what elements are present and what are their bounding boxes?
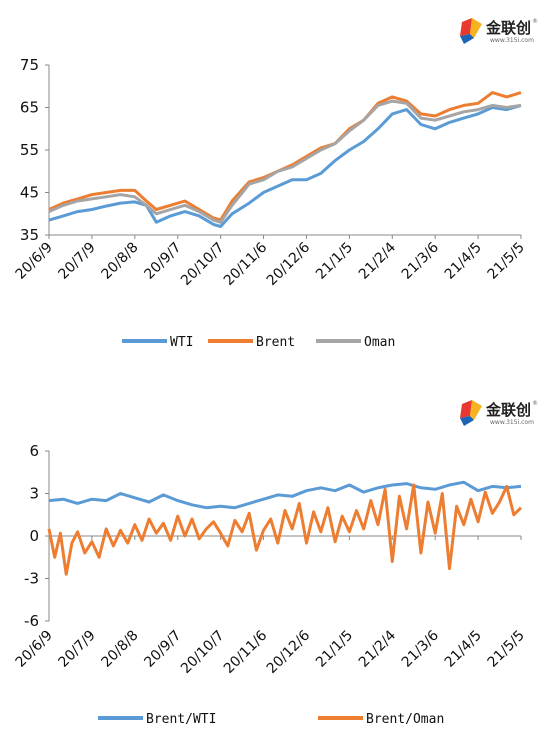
x-tick-label: 21/1/5: [313, 628, 356, 671]
x-tick-label: 21/1/5: [313, 240, 356, 283]
series-line-wti: [48, 103, 522, 228]
x-tick-label: 20/7/9: [56, 628, 99, 671]
x-tick-label: 21/2/4: [356, 627, 399, 670]
legend-label: Brent/Oman: [366, 712, 444, 727]
y-tick-label: 0: [29, 527, 39, 545]
legend-label: WTI: [170, 335, 193, 350]
x-tick-label: 21/3/6: [399, 627, 442, 670]
logo-top: 金联创 www.315i.com ®: [460, 18, 538, 44]
logo-bottom: 金联创 www.315i.com ®: [460, 400, 538, 426]
y-tick-label: 35: [20, 226, 39, 244]
x-tick-label: 20/6/9: [13, 240, 56, 283]
x-tick-label: 20/11/6: [221, 239, 271, 289]
y-tick-label: 45: [20, 184, 39, 202]
x-tick-label: 21/2/4: [356, 239, 399, 282]
legend-label: Brent/WTI: [146, 712, 216, 727]
series-line-oman: [48, 99, 522, 224]
legend-label: Oman: [364, 335, 395, 350]
logo-url: www.315i.com: [490, 37, 534, 44]
x-tick-label: 20/10/7: [178, 628, 227, 677]
x-tick-label: 20/12/6: [264, 239, 314, 289]
x-tick-label: 21/5/5: [485, 628, 528, 671]
logo-mark-icon: [460, 400, 482, 426]
x-tick-label: 20/8/8: [98, 240, 141, 283]
x-tick-label: 20/8/8: [98, 628, 141, 671]
logo-text: 金联创: [485, 19, 531, 37]
logo-mark-icon: [460, 18, 482, 44]
y-tick-label: 6: [29, 442, 39, 460]
x-tick-label: 20/6/9: [13, 628, 56, 671]
x-tick-label: 20/12/6: [264, 627, 314, 677]
y-tick-label: -6: [24, 612, 39, 630]
legend-label: Brent: [256, 335, 295, 350]
x-tick-label: 21/3/6: [399, 239, 442, 282]
logo-text: 金联创: [485, 401, 531, 419]
x-tick-label: 21/5/5: [485, 240, 528, 283]
x-tick-label: 21/4/5: [442, 240, 485, 283]
spread-chart: 630-3-620/6/9 20/7/9 20/8/8 20/9/720/10/720…: [13, 442, 528, 727]
y-tick-label: 55: [20, 141, 39, 159]
x-tick-label: 20/7/9: [56, 240, 99, 283]
y-tick-label: 65: [20, 99, 39, 117]
logo-reg: ®: [532, 18, 538, 25]
y-tick-label: 3: [29, 485, 39, 503]
y-tick-label: -3: [24, 570, 39, 588]
x-tick-label: 20/10/7: [178, 240, 227, 289]
y-tick-label: 75: [20, 56, 39, 74]
series-line-brent-oman: [47, 483, 523, 576]
series-line-brent: [48, 91, 522, 222]
x-tick-label: 21/4/5: [442, 628, 485, 671]
series-line-brent-wti: [48, 480, 522, 510]
logo-url: www.315i.com: [490, 419, 534, 426]
x-tick-label: 20/11/6: [221, 627, 271, 677]
logo-reg: ®: [532, 400, 538, 407]
